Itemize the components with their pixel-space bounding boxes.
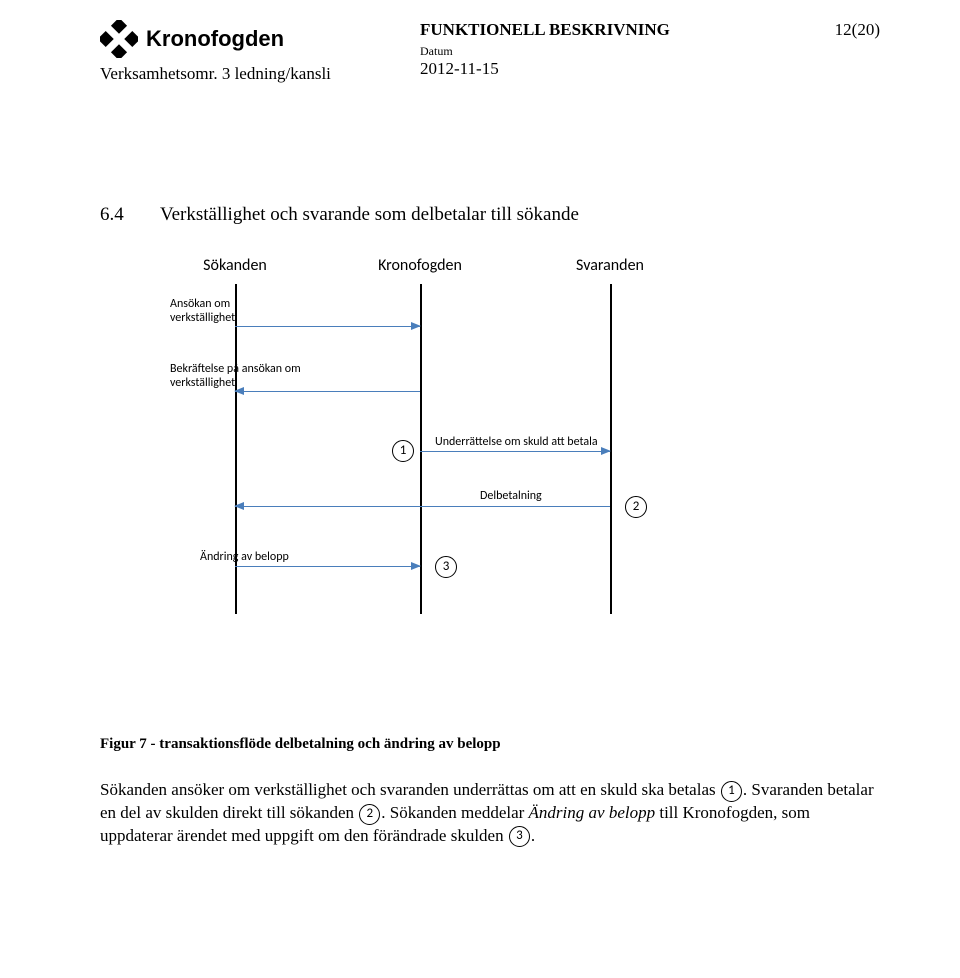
body-paragraph: Sökanden ansöker om verkställighet och s… (100, 779, 880, 848)
step-marker: 2 (625, 496, 647, 518)
section-number: 6.4 (100, 204, 160, 226)
org-unit: Verksamhetsomr. 3 ledning/kansli (100, 64, 420, 84)
page-header: Kronofogden Verksamhetsomr. 3 ledning/ka… (100, 20, 880, 84)
section-title: Verkställighet och svarande som delbetal… (160, 204, 579, 225)
message-label: Underrättelse om skuld att betala (435, 436, 598, 450)
logo: Kronofogden (100, 20, 420, 58)
message-arrow (235, 566, 420, 567)
document-meta: FUNKTIONELL BESKRIVNING Datum 2012-11-15 (420, 20, 800, 79)
figure-caption: Figur 7 - transaktionsflöde delbetalning… (100, 736, 880, 753)
logo-text: Kronofogden (146, 26, 284, 52)
step-marker-1: 1 (721, 781, 742, 802)
message-label: Delbetalning (480, 490, 542, 504)
document-title: FUNKTIONELL BESKRIVNING (420, 20, 800, 40)
document-page: Kronofogden Verksamhetsomr. 3 ledning/ka… (0, 0, 960, 888)
lifeline-label: Kronofogden (370, 256, 470, 275)
message-arrow (420, 451, 610, 452)
step-marker: 3 (435, 556, 457, 578)
message-label: Bekräftelse på ansökan omverkställighet (170, 363, 301, 391)
message-arrow (235, 391, 420, 392)
message-arrow (235, 326, 420, 327)
kronofogden-logo-icon (100, 20, 138, 58)
body-text-fragment: . (531, 826, 535, 845)
message-label: Ändring av belopp (200, 551, 289, 565)
body-text-italic: Ändring av belopp (529, 803, 656, 822)
logo-block: Kronofogden Verksamhetsomr. 3 ledning/ka… (100, 20, 420, 84)
date-value: 2012-11-15 (420, 59, 800, 79)
step-marker-2: 2 (359, 804, 380, 825)
lifeline-label: Svaranden (560, 256, 660, 275)
lifeline-label: Sökanden (185, 256, 285, 275)
message-arrow (235, 506, 610, 507)
section-heading: 6.4Verkställighet och svarande som delbe… (100, 204, 880, 226)
message-label: Ansökan omverkställighet (170, 298, 235, 326)
step-marker-3: 3 (509, 826, 530, 847)
sequence-diagram: Sökanden Kronofogden Svaranden Ansökan omve… (160, 256, 800, 706)
body-text-fragment: . Sökanden meddelar (381, 803, 528, 822)
date-label: Datum (420, 44, 800, 59)
page-number: 12(20) (800, 20, 880, 40)
body-text-fragment: Sökanden ansöker om verkställighet och s… (100, 780, 720, 799)
step-marker: 1 (392, 440, 414, 462)
